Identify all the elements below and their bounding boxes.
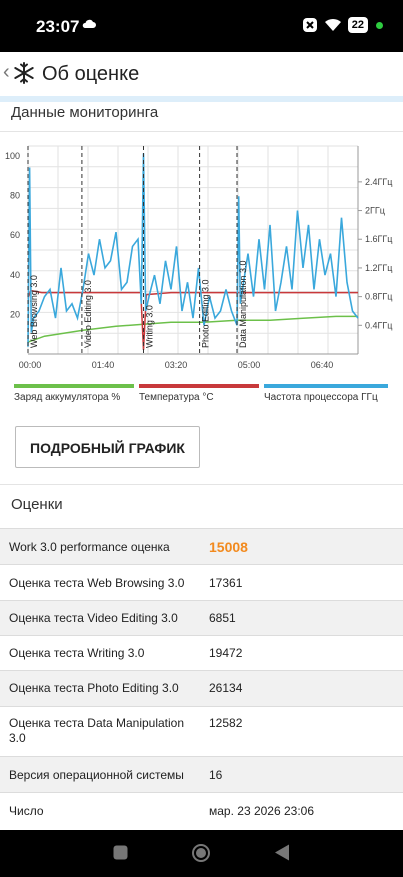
battery-icon: 22 [347,17,368,33]
cloud-icon [82,19,96,28]
header-strip [0,96,403,102]
test-marker-label: Writing 3.0 [145,305,155,348]
x-tick-label: 03:20 [165,360,188,370]
score-row-work[interactable]: Work 3.0 performance оценка 15008 [0,528,403,564]
legend-label: Частота процессора ГГц [264,392,378,403]
score-value: 26134 [209,681,243,695]
detailed-chart-button[interactable]: ПОДРОБНЫЙ ГРАФИК [15,426,200,468]
back-icon[interactable] [274,844,290,861]
monitoring-title: Данные мониторинга [11,104,159,121]
y-tick-label: 100 [5,151,20,161]
y-tick-label: 80 [10,191,20,201]
y-right-tick-label: 1.2ГГц [365,263,392,273]
score-value: 15008 [209,539,248,555]
score-row-photo-editing[interactable]: Оценка теста Photo Editing 3.0 26134 [0,670,403,706]
page-title: Об оценке [42,63,140,85]
status-time: 23:07 [36,17,80,36]
notification-muted-icon [302,18,317,32]
x-tick-label: 00:00 [19,360,42,370]
series-line [27,153,359,347]
monitoring-chart[interactable]: 20 40 60 80 100 0.4ГГц 0.8ГГц 1.2ГГц 1.6ГГц 2ГГц 2… [0,142,403,382]
scores-title: Оценки [11,496,63,513]
legend-swatch [14,384,134,388]
system-nav-bar [0,830,403,877]
score-value: 16 [209,768,223,782]
legend-label: Температура °C [139,392,214,403]
x-tick-label: 05:00 [238,360,261,370]
status-bar: 23:07 22 [0,0,403,52]
legend-swatch [139,384,259,388]
score-label: Оценка теста Web Browsing 3.0 [9,576,185,590]
score-label: Число [9,804,44,818]
scores-table: Work 3.0 performance оценка 15008 Оценка… [0,528,403,830]
score-label: Оценка теста Data Manipulation 3.0 [9,716,185,745]
score-value: 12582 [209,716,243,730]
legend-swatch [264,384,388,388]
active-dot-icon [376,21,383,29]
home-icon[interactable] [191,843,211,863]
recent-apps-icon[interactable] [113,845,128,860]
x-tick-label: 06:40 [311,360,334,370]
score-row-os-version[interactable]: Версия операционной системы 16 [0,756,403,792]
score-label: Оценка теста Photo Editing 3.0 [9,681,179,695]
score-row-web-browsing[interactable]: Оценка теста Web Browsing 3.0 17361 [0,564,403,600]
test-marker-label: Photo Editing 3.0 [201,279,211,348]
score-row-data-manipulation[interactable]: Оценка теста Data Manipulation 3.0 12582 [0,706,403,756]
wifi-icon [324,18,341,31]
y-right-tick-label: 2.4ГГц [365,177,392,187]
snowflake-icon [14,62,34,84]
series-line [27,315,358,343]
test-marker-label: Video Editing 3.0 [83,280,93,348]
y-tick-label: 60 [10,230,20,240]
score-label: Оценка теста Video Editing 3.0 [9,611,178,625]
x-tick-label: 01:40 [92,360,115,370]
y-tick-label: 40 [10,270,20,280]
y-right-tick-label: 1.6ГГц [365,234,392,244]
app-screen: ‹ Об оценке Данные мониторинга 20 40 60 80 1… [0,52,403,830]
score-label: Work 3.0 performance оценка [9,540,170,554]
divider [0,484,403,485]
score-row-writing[interactable]: Оценка теста Writing 3.0 19472 [0,635,403,670]
y-right-tick-label: 0.4ГГц [365,320,392,330]
y-right-tick-label: 2ГГц [365,206,385,216]
score-label: Версия операционной системы [9,768,184,782]
score-value: мар. 23 2026 23:06 [209,804,315,818]
y-right-tick-label: 0.8ГГц [365,292,392,302]
score-row-date[interactable]: Число мар. 23 2026 23:06 [0,792,403,830]
test-marker-label: Web Browsing 3.0 [29,275,39,348]
score-value: 6851 [209,611,236,625]
divider [0,131,403,132]
app-bar: ‹ Об оценке [0,52,403,97]
score-value: 17361 [209,576,243,590]
chart-legend: Заряд аккумулятора % Температура °C Част… [14,384,390,406]
score-row-video-editing[interactable]: Оценка теста Video Editing 3.0 6851 [0,600,403,635]
test-marker-label: Data Manipulation 3.0 [238,260,248,348]
y-tick-label: 20 [10,309,20,319]
score-label: Оценка теста Writing 3.0 [9,646,145,660]
score-value: 19472 [209,646,243,660]
legend-label: Заряд аккумулятора % [14,392,121,403]
chevron-left-icon[interactable]: ‹ [3,61,10,83]
